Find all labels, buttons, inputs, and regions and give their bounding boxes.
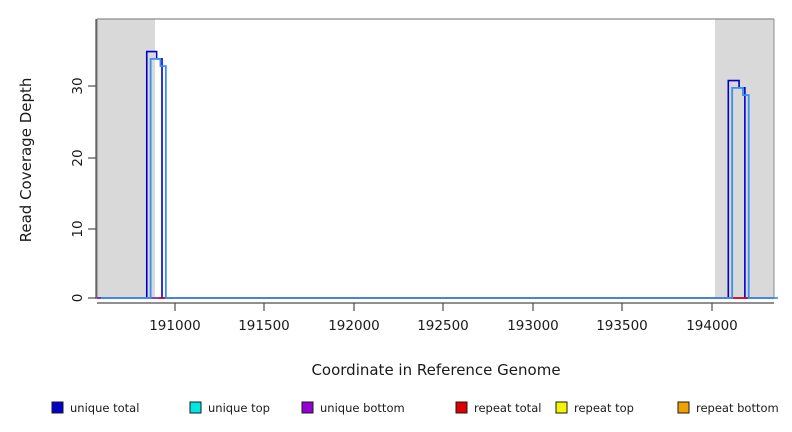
plot-panel-background [97,19,774,298]
x-tick-label-193000: 193000 [507,318,559,334]
legend-label-repeat-bottom: repeat bottom [696,401,779,415]
x-tick-label-194000: 194000 [686,318,738,334]
legend-swatch-repeat-top [555,401,568,414]
legend-swatch-repeat-total [455,401,468,414]
legend-swatch-unique-bottom [301,401,314,414]
legend-label-unique-total: unique total [70,401,139,415]
left-repeat-shaded-region [97,19,155,298]
y-axis: 0 10 20 30 Read Coverage Depth [17,19,97,303]
x-axis: 191000 191500 192000 192500 193000 19350… [97,302,774,379]
y-tick-label-0: 0 [70,294,86,303]
legend-label-unique-top: unique top [208,401,270,415]
x-tick-label-191000: 191000 [149,318,201,334]
x-axis-title: Coordinate in Reference Genome [311,361,560,379]
y-tick-label-30: 30 [70,77,86,94]
x-tick-label-191500: 191500 [238,318,290,334]
legend-label-repeat-top: repeat top [574,401,634,415]
legend-swatch-repeat-bottom [677,401,690,414]
y-axis-title: Read Coverage Depth [17,78,35,243]
chart-legend: unique total unique top unique bottom repea… [51,401,779,415]
legend-swatch-unique-total [51,401,64,414]
y-tick-label-20: 20 [70,149,86,166]
x-tick-label-192500: 192500 [417,318,469,334]
legend-label-unique-bottom: unique bottom [320,401,405,415]
series-overlay-trace [100,57,778,299]
y-tick-label-10: 10 [70,220,86,237]
series-layer [97,50,778,299]
legend-label-repeat-total: repeat total [474,401,541,415]
x-tick-label-192000: 192000 [328,318,380,334]
x-tick-label-193500: 193500 [596,318,648,334]
legend-swatch-unique-top [189,401,202,414]
